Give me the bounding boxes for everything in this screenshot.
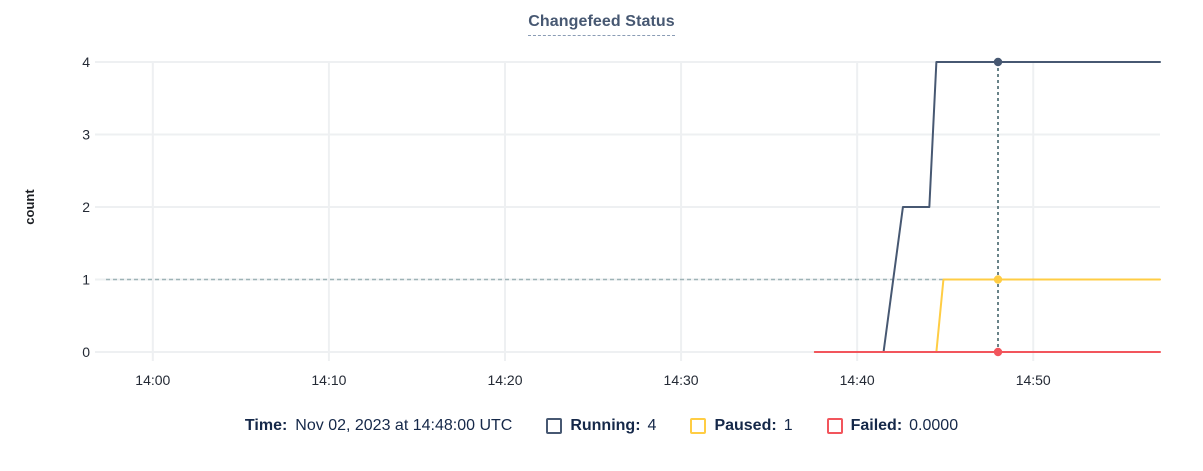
legend-item-value: 1 <box>783 417 793 434</box>
y-axis-title: count <box>22 189 37 225</box>
y-tick-label: 0 <box>82 344 90 360</box>
legend-item: Running: 4 <box>546 417 656 435</box>
x-tick-label: 14:10 <box>311 372 346 388</box>
hover-marker-failed <box>993 347 1003 357</box>
legend-item-label: Paused: <box>714 417 777 434</box>
legend-time-label: Time: <box>244 417 288 434</box>
legend-time: Time: Nov 02, 2023 at 14:48:00 UTC <box>245 417 512 435</box>
hover-marker-paused <box>993 275 1003 284</box>
x-tick-label: 14:00 <box>135 372 170 388</box>
chart-legend: Time: Nov 02, 2023 at 14:48:00 UTC Runnin… <box>0 417 1203 435</box>
legend-item: Paused: 1 <box>690 417 793 435</box>
legend-series-swatch <box>826 418 843 434</box>
legend-item-value: 0.0000 <box>909 417 959 434</box>
y-tick-label: 2 <box>82 199 90 215</box>
x-tick-label: 14:40 <box>840 372 875 388</box>
y-tick-label: 3 <box>82 127 90 143</box>
hover-marker-running <box>993 57 1003 67</box>
x-tick-label: 14:20 <box>487 372 522 388</box>
y-tick-label: 4 <box>82 54 90 70</box>
x-tick-label: 14:30 <box>664 372 699 388</box>
legend-series-swatch <box>690 418 707 434</box>
legend-item-value: 4 <box>647 417 657 434</box>
x-tick-label: 14:50 <box>1016 372 1051 388</box>
chart-title-row: Changefeed Status <box>0 13 1203 36</box>
chart-title[interactable]: Changefeed Status <box>528 13 675 36</box>
legend-item: Failed: 0.0000 <box>826 417 959 435</box>
legend-item-label: Running: <box>570 417 641 434</box>
legend-time-value: Nov 02, 2023 at 14:48:00 UTC <box>295 417 513 434</box>
legend-series-swatch <box>546 418 563 434</box>
plot-hover-area[interactable] <box>100 62 1160 352</box>
chart-plot[interactable]: 0 1 2 3 4 14:00 14:10 14:20 14:30 14:40 14:50 count <box>0 0 1203 405</box>
y-tick-label: 1 <box>82 272 90 288</box>
legend-item-label: Failed: <box>850 417 903 434</box>
